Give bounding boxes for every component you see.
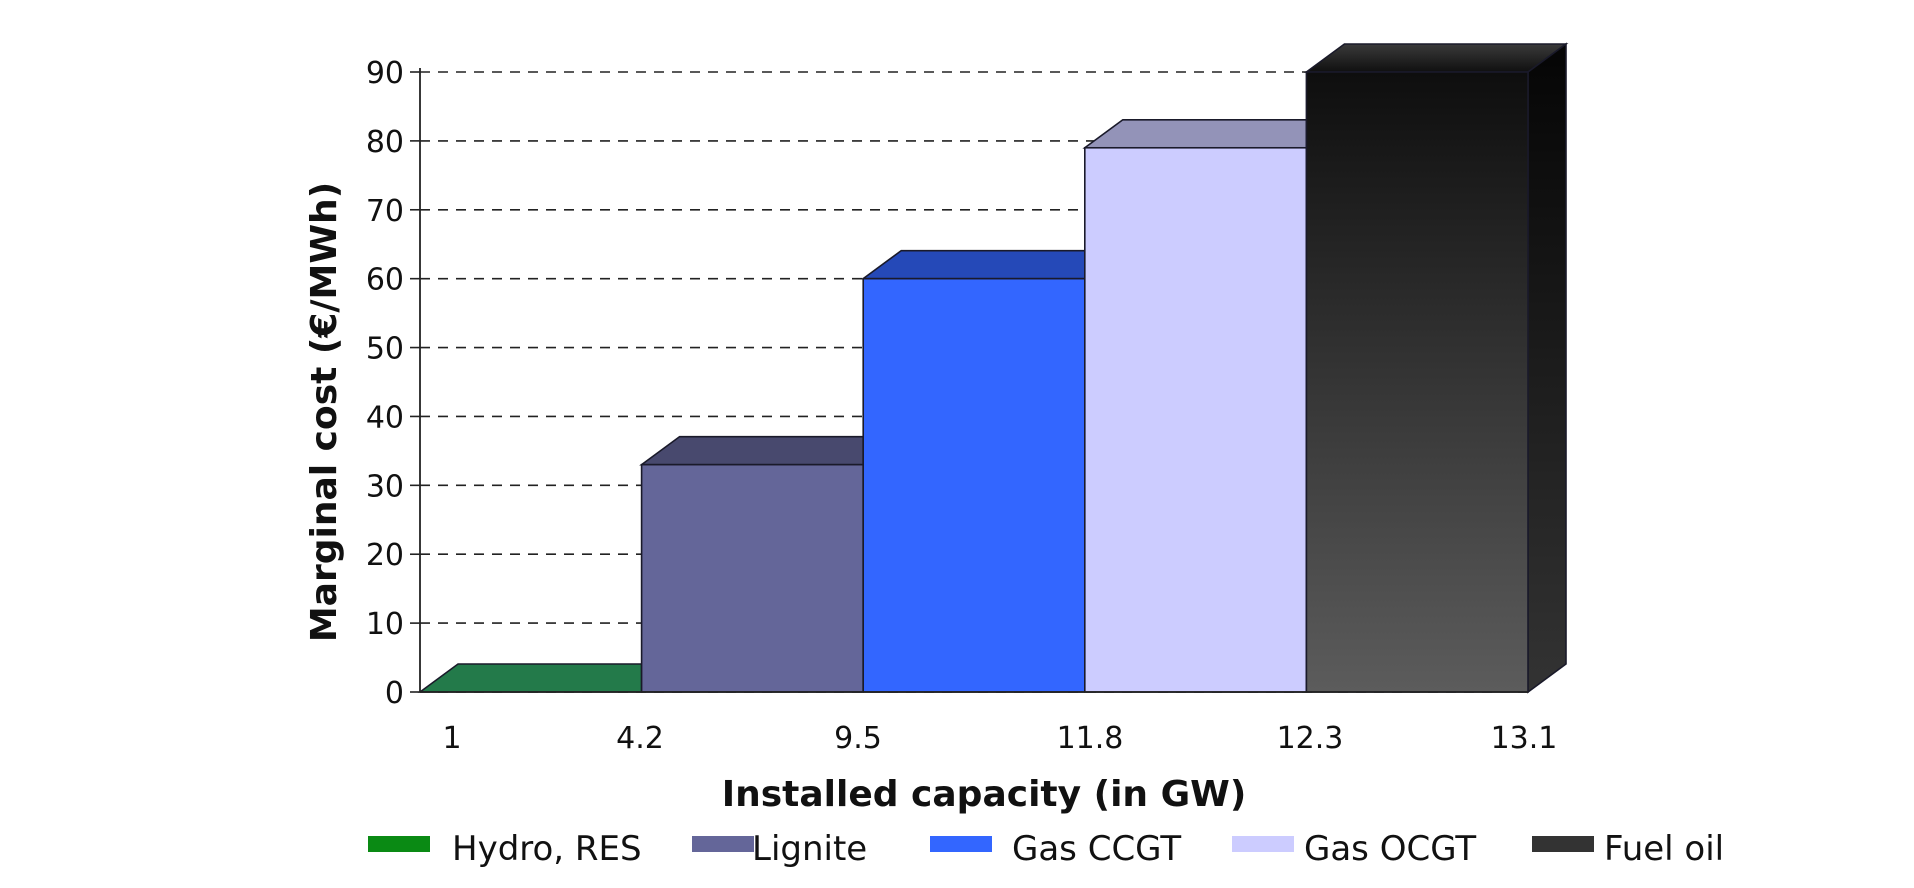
legend-item: Gas OCGT [1232, 829, 1476, 869]
y-tick-label: 70 [366, 194, 404, 229]
bar-lignite [639, 435, 865, 693]
legend-item: Hydro, RES [368, 829, 642, 869]
y-tick-label: 60 [366, 263, 404, 298]
bar-top [1082, 118, 1308, 149]
legend-swatch [1532, 836, 1594, 852]
bar-front [1305, 71, 1529, 693]
legend-label: Hydro, RES [452, 829, 642, 869]
legend-swatch [930, 836, 992, 852]
legend-label: Gas OCGT [1304, 829, 1476, 869]
legend: Hydro, RES Lignite Gas CCGT Gas OCGT Fuel oi… [368, 829, 1724, 869]
bar-gas-ocgt [1082, 118, 1308, 693]
bar-top [639, 435, 865, 466]
bars [417, 42, 1569, 694]
legend-label: Lignite [752, 829, 867, 869]
bar-hydro-res [417, 663, 643, 693]
legend-item: Fuel oil [1532, 829, 1724, 869]
y-tick-label: 10 [366, 607, 404, 642]
x-tick-label: 12.3 [1277, 721, 1344, 756]
y-tick-label: 30 [366, 469, 404, 504]
legend-item: Lignite [692, 829, 867, 869]
bar-front [1084, 146, 1308, 693]
x-tick-label: 13.1 [1491, 721, 1558, 756]
legend-label: Gas CCGT [1012, 829, 1181, 869]
axes: 0 10 20 30 40 50 60 70 80 90 1 4.2 9.5 11.8 12.3 13.1 In… [304, 56, 1557, 815]
y-tick-label: 20 [366, 538, 404, 573]
bar-top [417, 663, 643, 693]
bar-gas-ccgt [860, 249, 1086, 693]
y-tick-label: 40 [366, 400, 404, 435]
legend-swatch [1232, 836, 1294, 852]
x-tick-label: 9.5 [834, 721, 882, 756]
x-tick-label: 1 [442, 721, 461, 756]
x-tick-label: 4.2 [616, 721, 664, 756]
y-tick-label: 50 [366, 332, 404, 367]
y-tick-label: 0 [385, 676, 404, 711]
x-tick-label: 11.8 [1057, 721, 1124, 756]
x-axis-title: Installed capacity (in GW) [722, 774, 1247, 815]
bar-top [1303, 43, 1569, 73]
y-tick-label: 80 [366, 125, 404, 160]
bar-fuel-oil [1303, 42, 1569, 694]
legend-item: Gas CCGT [930, 829, 1181, 869]
y-tick-label: 90 [366, 56, 404, 91]
legend-swatch [368, 836, 430, 852]
legend-label: Fuel oil [1604, 829, 1724, 869]
bar-top [860, 249, 1086, 280]
legend-swatch [692, 836, 754, 852]
bar-side [1527, 42, 1567, 694]
bar-front [862, 277, 1086, 693]
bar-front [640, 463, 864, 693]
y-axis-title: Marginal cost (€/MWh) [304, 182, 345, 642]
